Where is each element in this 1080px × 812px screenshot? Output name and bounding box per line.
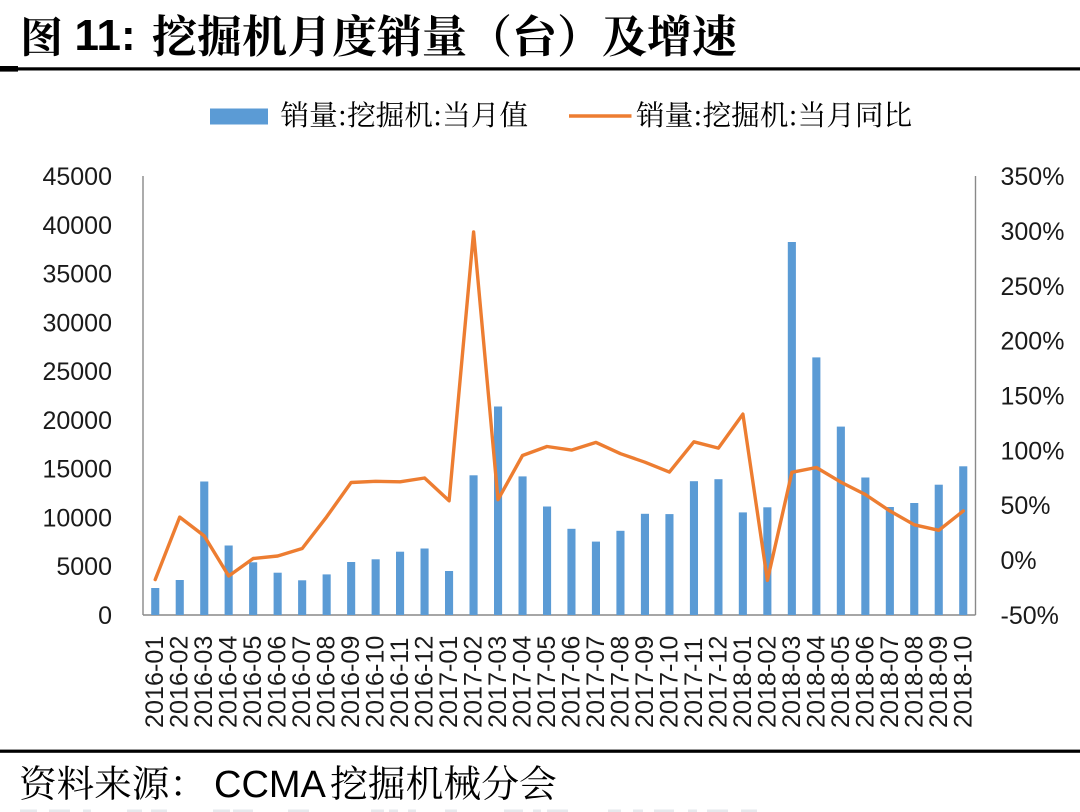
svg-text:15000: 15000 — [42, 456, 112, 484]
svg-text:2016-10: 2016-10 — [362, 636, 390, 728]
svg-text:2017-03: 2017-03 — [484, 636, 512, 728]
svg-text:2017-12: 2017-12 — [704, 636, 732, 728]
svg-text:350%: 350% — [1001, 163, 1065, 191]
svg-text:2016-12: 2016-12 — [411, 636, 439, 728]
svg-text:2018-05: 2018-05 — [827, 636, 855, 728]
svg-text:2018-03: 2018-03 — [778, 636, 806, 728]
svg-text:5000: 5000 — [56, 553, 112, 581]
svg-text:2018-09: 2018-09 — [925, 636, 953, 728]
svg-text:25000: 25000 — [42, 358, 112, 386]
svg-text:2017-07: 2017-07 — [582, 636, 610, 728]
svg-text:50%: 50% — [1001, 492, 1051, 520]
svg-text:2018-01: 2018-01 — [729, 636, 757, 728]
svg-text:11:: 11: — [75, 11, 136, 60]
svg-text:40000: 40000 — [42, 212, 112, 240]
svg-text:2017-09: 2017-09 — [631, 636, 659, 728]
svg-text:2016-06: 2016-06 — [264, 636, 292, 728]
svg-text:45000: 45000 — [42, 163, 112, 191]
svg-text:2018-02: 2018-02 — [753, 636, 781, 728]
svg-text:2018-10: 2018-10 — [949, 636, 977, 728]
svg-text:-50%: -50% — [1001, 602, 1059, 630]
svg-text:300%: 300% — [1001, 218, 1065, 246]
svg-text:100%: 100% — [1001, 437, 1065, 465]
svg-text:2017-02: 2017-02 — [460, 636, 488, 728]
svg-text:2017-04: 2017-04 — [509, 636, 537, 728]
svg-text:2017-08: 2017-08 — [607, 636, 635, 728]
svg-text:2016-07: 2016-07 — [288, 636, 316, 728]
svg-text:2016-09: 2016-09 — [337, 636, 365, 728]
svg-text:2016-02: 2016-02 — [166, 636, 194, 728]
svg-text:2016-05: 2016-05 — [239, 636, 267, 728]
svg-text:2016-01: 2016-01 — [141, 636, 169, 728]
svg-text:2016-08: 2016-08 — [313, 636, 341, 728]
svg-text:2017-05: 2017-05 — [533, 636, 561, 728]
svg-text:20000: 20000 — [42, 407, 112, 435]
svg-text:2017-01: 2017-01 — [435, 636, 463, 728]
svg-text:2016-03: 2016-03 — [190, 636, 218, 728]
svg-text:2018-06: 2018-06 — [851, 636, 879, 728]
svg-text:35000: 35000 — [42, 261, 112, 289]
svg-text:2016-11: 2016-11 — [386, 637, 414, 728]
svg-text:2018-07: 2018-07 — [876, 636, 904, 728]
svg-text:2016-04: 2016-04 — [215, 636, 243, 728]
svg-text:10000: 10000 — [42, 504, 112, 532]
svg-text:0: 0 — [98, 602, 112, 630]
svg-text:30000: 30000 — [42, 309, 112, 337]
svg-text:2018-04: 2018-04 — [802, 636, 830, 728]
svg-text:200%: 200% — [1001, 328, 1065, 356]
svg-text:250%: 250% — [1001, 273, 1065, 301]
svg-text:2017-10: 2017-10 — [655, 636, 683, 728]
svg-text:2018-08: 2018-08 — [900, 636, 928, 728]
svg-text:150%: 150% — [1001, 383, 1065, 411]
svg-text:CCMA: CCMA — [214, 764, 327, 806]
svg-text:2017-11: 2017-11 — [680, 637, 708, 728]
svg-text:2017-06: 2017-06 — [558, 636, 586, 728]
svg-text:0%: 0% — [1001, 547, 1037, 575]
